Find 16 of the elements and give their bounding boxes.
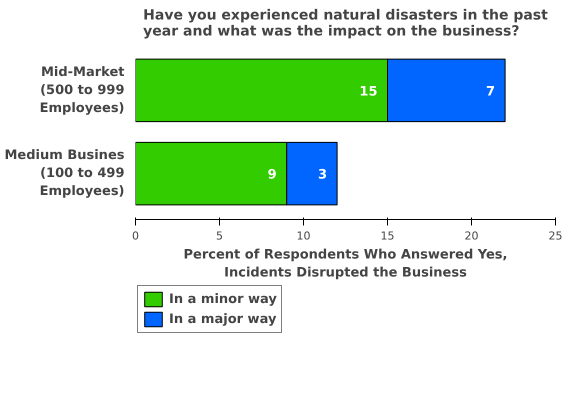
x-tick-label: 0: [132, 230, 139, 242]
y-tick-label: Medium Busines (100 to 499 Employees): [4, 148, 125, 200]
x-tick-label: 20: [464, 230, 478, 242]
legend-label: In a minor way: [169, 292, 277, 306]
data-label: 9: [268, 168, 277, 183]
chart-title: Have you experienced natural disasters in the past year and what was the impact on the business?: [143, 8, 548, 40]
data-label: 3: [318, 168, 328, 183]
data-label: 7: [486, 84, 496, 100]
data-label: 15: [359, 84, 378, 100]
x-tick-label: 5: [216, 230, 223, 242]
x-tick-label: 25: [548, 230, 562, 242]
x-axis-title: Percent of Respondents Who Answered Yes, Incidents Disrupted the Business: [184, 248, 508, 280]
x-tick-label: 10: [296, 230, 310, 242]
y-tick-label: Mid-Market (500 to 999 Employees): [40, 64, 125, 116]
x-tick-label: 15: [380, 230, 394, 242]
legend-label: In a major way: [169, 312, 276, 326]
